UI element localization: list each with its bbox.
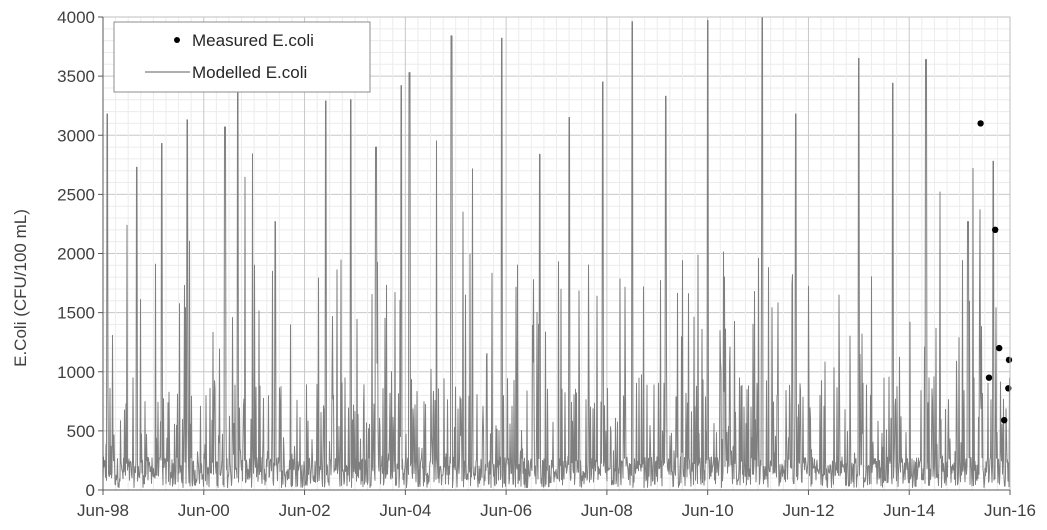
y-tick-label: 1000 (57, 363, 95, 382)
modelled-series (102, 16, 1011, 489)
legend-modelled-label: Modelled E.coli (192, 63, 307, 82)
y-tick-labels: 0 500 1000 1500 2000 2500 3000 3500 4000 (57, 8, 103, 500)
legend-measured-marker (174, 37, 180, 43)
x-tick-label: Jun-08 (581, 501, 633, 520)
x-tick-label: Jun-06 (480, 501, 532, 520)
x-tick-label: Jun-02 (279, 501, 331, 520)
y-tick-label: 0 (86, 481, 95, 500)
x-tick-label: Jun-12 (782, 501, 834, 520)
x-tick-label: Jun-98 (77, 501, 129, 520)
legend-box (113, 21, 371, 93)
y-tick-label: 500 (67, 422, 95, 441)
measured-point (977, 120, 984, 127)
y-tick-label: 4000 (57, 8, 95, 27)
x-tick-labels: Jun-98 Jun-00 Jun-02 Jun-04 Jun-06 Jun-08 Jun-… (77, 490, 1036, 520)
measured-point (1005, 356, 1013, 364)
x-tick-label: Jun-00 (178, 501, 230, 520)
x-tick-label: Jun-14 (883, 501, 935, 520)
legend: Measured E.coli Modelled E.coli (113, 21, 371, 93)
x-tick-label: Jun-16 (984, 501, 1036, 520)
measured-point (996, 344, 1003, 352)
y-tick-label: 3500 (57, 67, 95, 86)
measured-point (1001, 417, 1008, 424)
x-tick-label: Jun-04 (379, 501, 431, 520)
y-tick-label: 2000 (57, 245, 95, 264)
modelled-line (102, 16, 1011, 489)
x-tick-label: Jun-10 (682, 501, 734, 520)
measured-series (977, 120, 1013, 424)
y-tick-label: 3000 (57, 126, 95, 145)
y-axis-title: E.Coli (CFU/100 mL) (11, 209, 30, 367)
measured-point (1005, 385, 1012, 392)
legend-measured-label: Measured E.coli (192, 31, 314, 50)
measured-point (992, 226, 999, 233)
y-tick-label: 1500 (57, 304, 95, 323)
measured-point (985, 374, 993, 381)
y-tick-label: 2500 (57, 185, 95, 204)
